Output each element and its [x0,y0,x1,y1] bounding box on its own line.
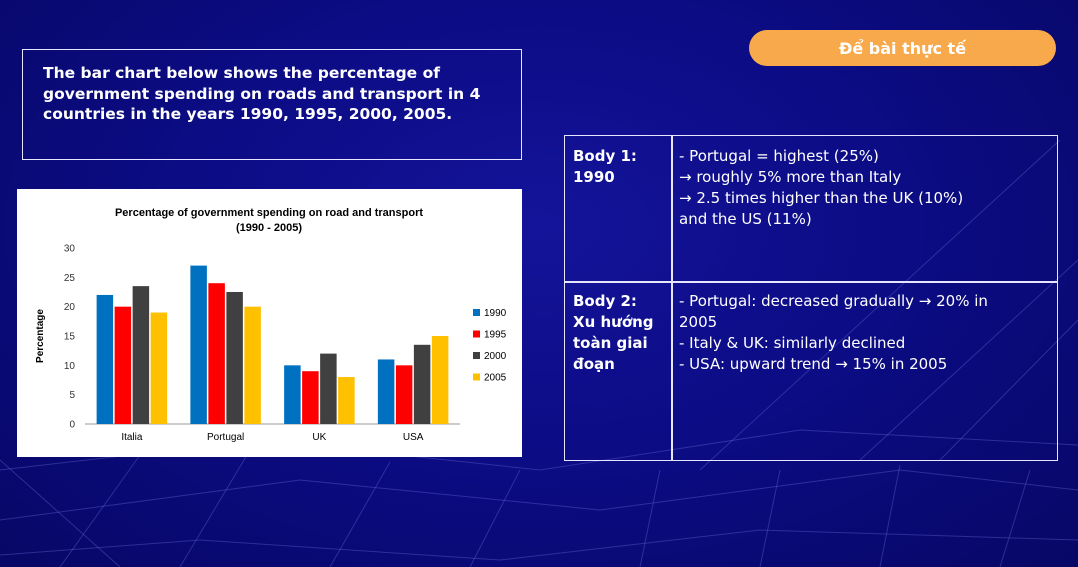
legend-swatch-1990 [473,309,480,316]
bar-italia-1995 [114,306,132,424]
chart-title: Percentage of government spending on roa… [115,207,423,219]
notes-table: Body 1: 1990 - Portugal = highest (25%) … [564,135,1058,461]
chart-subtitle: (1990 - 2005) [236,222,302,234]
bar-portugal-2000 [226,292,243,424]
chart-card: Percentage of government spending on roa… [17,189,522,457]
legend-label-2005: 2005 [484,373,507,384]
body2-label: Body 2: Xu hướng toàn giai đoạn [573,292,654,373]
y-tick-label: 0 [69,420,75,431]
y-tick-label: 10 [64,361,76,372]
legend-label-2000: 2000 [484,351,507,362]
x-tick-label: UK [312,432,326,443]
bar-uk-2005 [338,377,355,424]
table-divider-horizontal [565,281,1057,283]
body1-label: Body 1: 1990 [573,147,637,186]
bar-uk-1990 [284,365,301,424]
legend-label-1990: 1990 [484,308,507,319]
legend-label-1995: 1995 [484,330,507,341]
bar-usa-2000 [413,344,431,424]
x-tick-label: Italia [121,432,143,443]
real-exam-badge: Để bài thực tế [749,30,1056,66]
bar-portugal-1995 [208,283,225,424]
legend-swatch-2005 [473,373,480,381]
bar-usa-2005 [431,336,449,424]
body1-content: - Portugal = highest (25%) → roughly 5% … [679,147,964,228]
bar-uk-2000 [320,353,337,424]
prompt-text: The bar chart below shows the percentage… [43,64,481,123]
y-tick-label: 25 [64,273,76,284]
x-tick-label: USA [403,432,424,443]
body2-content: - Portugal: decreased gradually → 20% in… [679,292,988,373]
x-tick-label: Portugal [207,432,244,443]
legend-swatch-2000 [473,352,480,359]
bar-italia-1990 [96,294,114,424]
y-tick-label: 15 [64,332,76,343]
bar-italia-2000 [132,286,150,424]
prompt-box: The bar chart below shows the percentage… [22,49,522,160]
bar-usa-1995 [395,365,413,424]
bar-italia-2005 [150,312,168,424]
table-divider-vertical [671,136,673,460]
bar-chart: Percentage of government spending on roa… [35,207,507,443]
y-tick-label: 30 [64,244,76,255]
bar-uk-1995 [302,371,319,424]
bar-portugal-1990 [190,265,207,424]
y-tick-label: 20 [64,302,76,313]
y-tick-label: 5 [69,390,75,401]
legend-swatch-1995 [473,330,480,338]
y-axis-label: Percentage [35,309,46,363]
bar-usa-1990 [377,359,395,424]
bar-portugal-2005 [244,306,261,424]
